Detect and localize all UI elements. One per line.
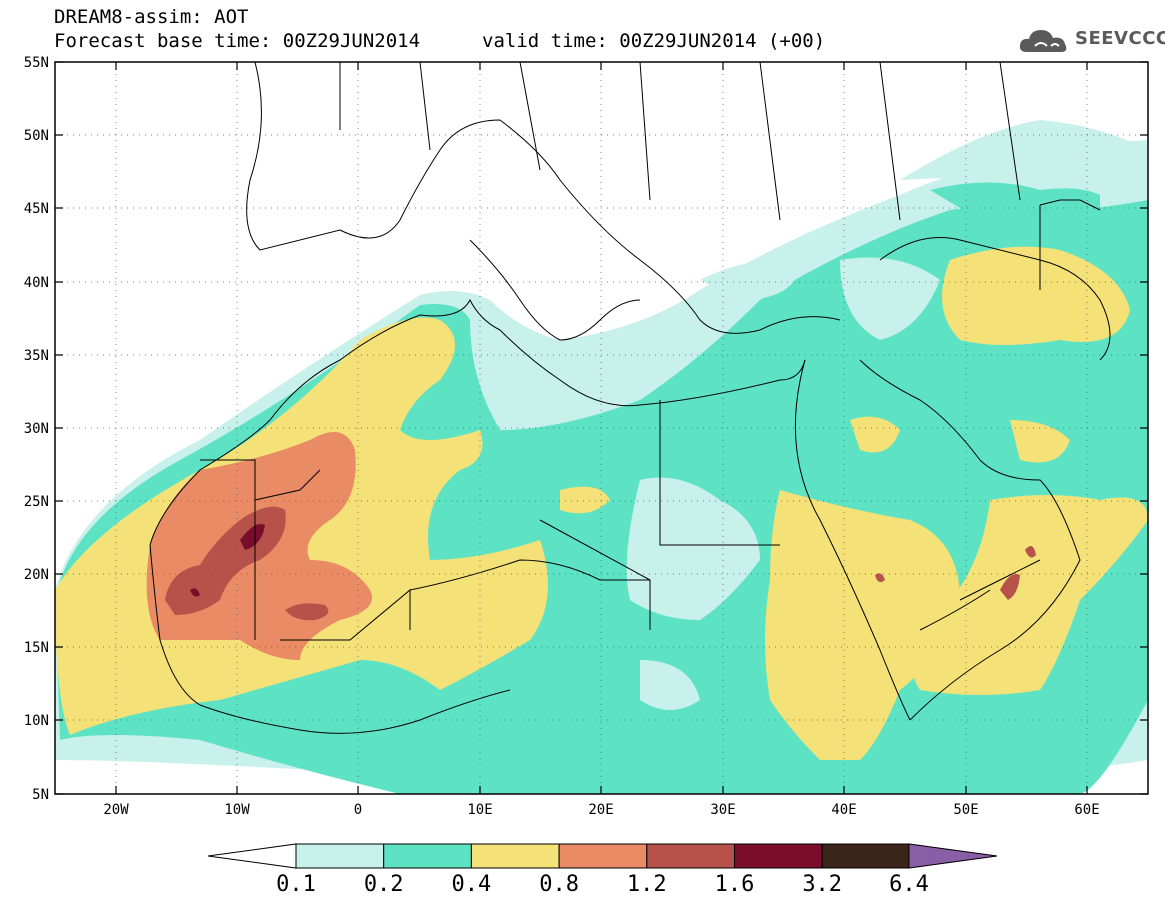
- colorbar-label: 1.6: [715, 872, 755, 897]
- colorbar-low-arrow: [207, 843, 297, 869]
- aot-fields: [55, 120, 1148, 794]
- colorbar-segment: [821, 843, 910, 869]
- logo-text: SEEVCCC: [1075, 28, 1165, 49]
- lon-label: 20E: [588, 802, 613, 818]
- colorbar-label: 0.4: [452, 872, 492, 897]
- lon-label: 40E: [831, 802, 856, 818]
- colorbar-label: 0.1: [276, 872, 316, 897]
- lat-label: 25N: [24, 494, 49, 510]
- colorbar-segment: [646, 843, 735, 869]
- colorbar-labels: 0.1 0.2 0.4 0.8 1.2 1.6 3.2 6.4: [276, 872, 929, 897]
- forecast-base-time: Forecast base time: 00Z29JUN2014: [54, 30, 421, 52]
- lon-label: 50E: [953, 802, 978, 818]
- lat-label: 5N: [32, 787, 49, 803]
- lon-label: 10W: [224, 802, 250, 818]
- lon-label: 20W: [103, 802, 129, 818]
- lat-labels: 55N 50N 45N 40N 35N 30N 25N 20N 15N 10N …: [24, 55, 49, 803]
- lat-label: 20N: [24, 567, 49, 583]
- colorbar-segment: [558, 843, 648, 869]
- lon-label: 10E: [467, 802, 492, 818]
- colorbar-segment: [470, 843, 560, 869]
- colorbar-label: 3.2: [802, 872, 842, 897]
- lat-label: 30N: [24, 421, 49, 437]
- axis-ticks: [55, 61, 1148, 795]
- valid-time: valid time: 00Z29JUN2014 (+00): [482, 30, 826, 52]
- lat-label: 10N: [24, 713, 49, 729]
- colorbar-label: 1.2: [627, 872, 667, 897]
- lat-label: 35N: [24, 348, 49, 364]
- lat-label: 15N: [24, 640, 49, 656]
- colorbar-segment: [383, 843, 472, 869]
- colorbar-label: 0.8: [539, 872, 579, 897]
- lon-label: 60E: [1074, 802, 1099, 818]
- lon-labels: 20W 10W 0 10E 20E 30E 40E 50E 60E: [103, 802, 1099, 818]
- graticule: [55, 62, 1148, 794]
- colorbar-high-arrow: [908, 843, 998, 869]
- seevccc-logo: SEEVCCC: [1017, 24, 1165, 58]
- colorbar-segment: [734, 843, 823, 869]
- colorbar-segment: [295, 843, 385, 869]
- lat-label: 40N: [24, 275, 49, 291]
- lat-label: 55N: [24, 55, 49, 71]
- colorbar: [207, 843, 998, 869]
- colorbar-label: 0.2: [364, 872, 404, 897]
- colorbar-label: 6.4: [889, 872, 929, 897]
- lat-label: 50N: [24, 128, 49, 144]
- coastlines: [149, 62, 1111, 734]
- lon-label: 30E: [710, 802, 735, 818]
- map-title: DREAM8-assim: AOT: [54, 6, 249, 28]
- lon-label: 0: [354, 802, 362, 818]
- lat-label: 45N: [24, 201, 49, 217]
- cloud-icon: [1019, 30, 1067, 52]
